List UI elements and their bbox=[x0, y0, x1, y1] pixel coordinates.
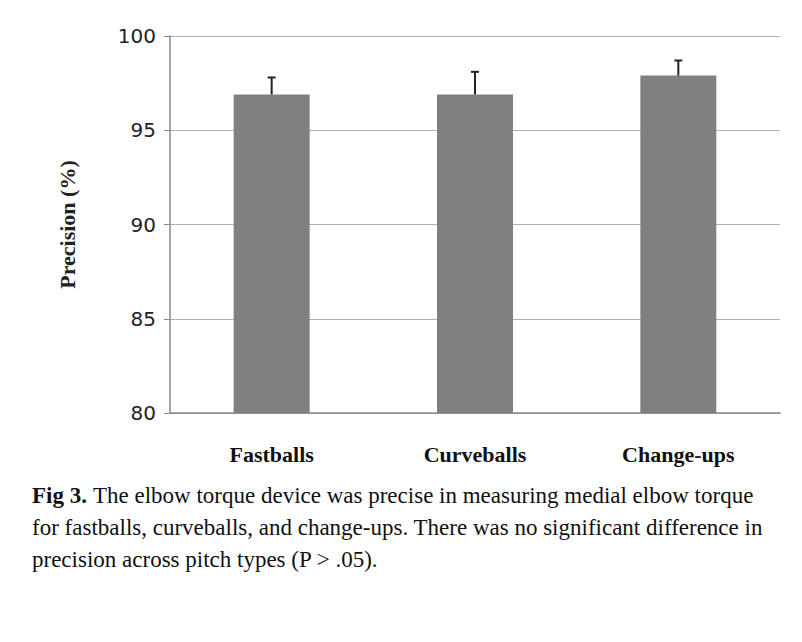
svg-text:90: 90 bbox=[131, 213, 156, 237]
svg-text:80: 80 bbox=[131, 401, 156, 425]
svg-text:Curveballs: Curveballs bbox=[424, 442, 527, 467]
svg-text:Precision (%): Precision (%) bbox=[55, 160, 80, 289]
svg-text:Change-ups: Change-ups bbox=[622, 442, 735, 467]
html-text:Fig 3. The elbow torque device: Fig 3. The elbow torque device was preci… bbox=[32, 483, 763, 572]
svg-text:95: 95 bbox=[131, 118, 156, 142]
svg-text:100: 100 bbox=[118, 24, 156, 48]
svg-text:Fastballs: Fastballs bbox=[229, 442, 314, 467]
svg-text:85: 85 bbox=[131, 307, 156, 331]
